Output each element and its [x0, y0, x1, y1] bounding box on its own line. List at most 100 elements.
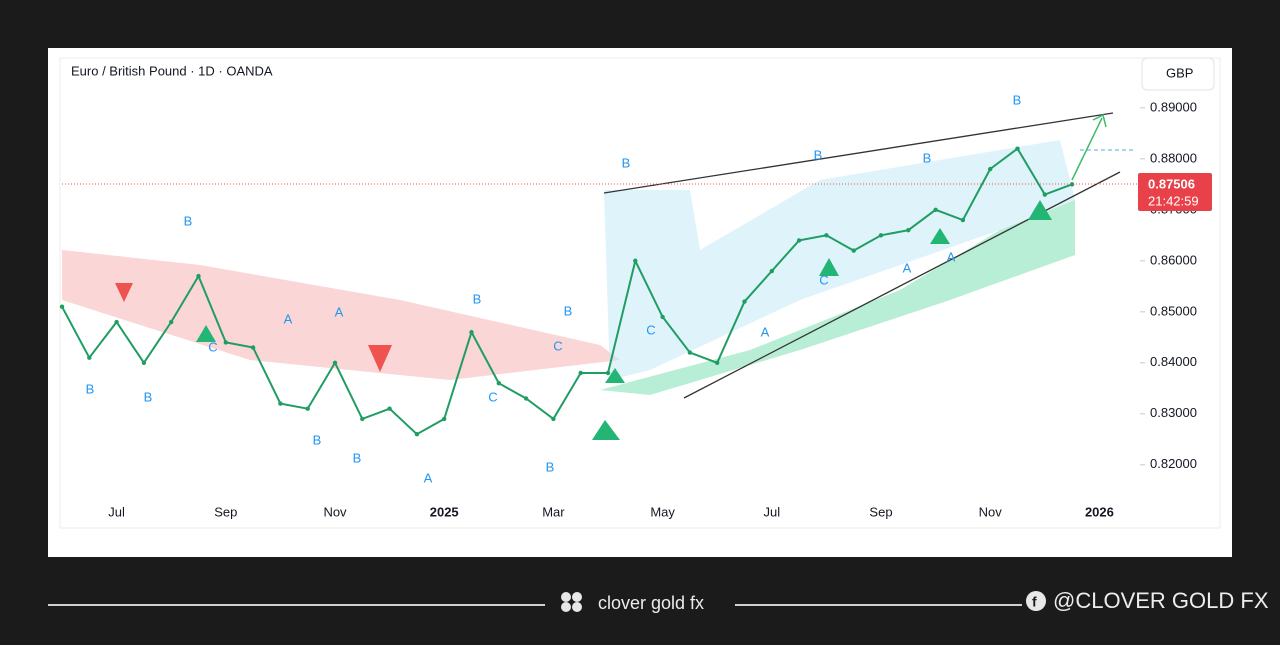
price-point [660, 314, 665, 320]
price-point [196, 273, 201, 279]
buy-signal [819, 258, 839, 276]
x-tick-label: Nov [979, 504, 1003, 519]
y-tick-label: 0.86000 [1150, 252, 1197, 267]
price-point [223, 340, 228, 345]
wave-label: B [184, 213, 193, 228]
wave-label: A [284, 311, 293, 326]
last-price-label: 0.87506 [1148, 176, 1195, 191]
price-point [906, 228, 911, 233]
price-point [742, 299, 747, 304]
wave-label: A [335, 304, 344, 319]
buy-signal [1028, 200, 1052, 220]
buy-signal [196, 325, 216, 342]
wave-label: B [564, 303, 573, 318]
wave-label: C [819, 272, 828, 287]
last-price-box [1138, 173, 1212, 212]
wave-label: C [553, 338, 562, 353]
facebook-glyph: f [1032, 594, 1037, 610]
facebook-icon [1026, 591, 1046, 611]
x-tick-label: Jul [108, 504, 125, 519]
countdown-label: 21:42:59 [1148, 193, 1199, 208]
y-tick-label: 0.88000 [1150, 150, 1197, 165]
price-point [278, 401, 283, 406]
currency-button[interactable] [1141, 57, 1215, 91]
wave-label: B [546, 459, 555, 474]
projection-arrow [1071, 113, 1107, 181]
price-point [878, 233, 884, 238]
x-tick-label: 2025 [430, 504, 459, 519]
price-point [1069, 182, 1075, 187]
plot-frame [59, 57, 1221, 529]
sell-signal [368, 345, 392, 372]
x-tick-label: Sep [869, 504, 892, 519]
wave-label: B [923, 150, 932, 165]
y-tick-label: 0.82000 [1150, 456, 1197, 471]
price-point [824, 233, 829, 238]
price-point [551, 416, 556, 422]
price-point [851, 248, 856, 253]
x-tick-label: 2026 [1085, 504, 1114, 519]
trend-line-upper [603, 112, 1114, 194]
wave-label: B [1013, 92, 1022, 107]
wave-label: A [424, 470, 433, 485]
clover-icon [561, 592, 582, 612]
price-point [442, 416, 447, 422]
price-point [141, 360, 147, 366]
price-line [61, 147, 1073, 436]
wave-label: B [313, 432, 322, 447]
x-tick-label: Mar [542, 504, 565, 519]
trend-line-lower [683, 171, 1121, 399]
price-point [715, 360, 720, 366]
y-tick-label: 0.89000 [1150, 99, 1197, 114]
price-point [387, 406, 392, 411]
wave-label: C [208, 339, 217, 354]
x-tick-label: May [650, 504, 675, 519]
price-point [469, 330, 474, 335]
social-handle: @CLOVER GOLD FX [1053, 588, 1269, 613]
price-point [687, 350, 693, 355]
price-point [169, 319, 174, 325]
price-point [87, 355, 92, 360]
wave-label: A [903, 260, 912, 275]
wave-label: B [353, 450, 362, 465]
price-point [59, 304, 65, 309]
price-point [1042, 192, 1048, 197]
price-point [933, 207, 938, 213]
price-point [605, 370, 611, 376]
y-tick-label: 0.85000 [1150, 303, 1197, 318]
x-tick-label: Nov [323, 504, 347, 519]
channel-cloud [604, 140, 1075, 380]
wave-label: A [761, 324, 770, 339]
currency-label[interactable]: GBP [1166, 65, 1193, 80]
price-point [332, 360, 338, 366]
x-tick-label: Jul [763, 504, 780, 519]
y-tick-label: 0.83000 [1150, 405, 1197, 420]
price-point [250, 345, 256, 350]
wave-label: B [144, 389, 153, 404]
symbol-title: Euro / British Pound · 1D · OANDA [71, 63, 273, 78]
price-point [305, 406, 310, 411]
price-point [796, 238, 802, 243]
wave-label: B [814, 147, 823, 162]
price-point [988, 166, 993, 172]
wave-label: C [646, 322, 655, 337]
price-point [960, 217, 966, 223]
price-point [633, 258, 638, 264]
price-point [360, 416, 365, 422]
price-point [523, 396, 529, 401]
wave-label: C [488, 389, 497, 404]
price-point [769, 268, 774, 274]
buy-signal [930, 228, 950, 244]
wave-label: B [86, 381, 95, 396]
price-point [1015, 146, 1020, 151]
wave-label: B [473, 291, 482, 306]
price-point [114, 319, 119, 325]
brand-name: clover gold fx [598, 593, 704, 613]
price-point [414, 431, 420, 437]
wave-label: B [622, 155, 631, 170]
price-point [496, 381, 501, 386]
sell-signal [115, 283, 133, 302]
y-tick-label: 0.84000 [1150, 354, 1197, 369]
